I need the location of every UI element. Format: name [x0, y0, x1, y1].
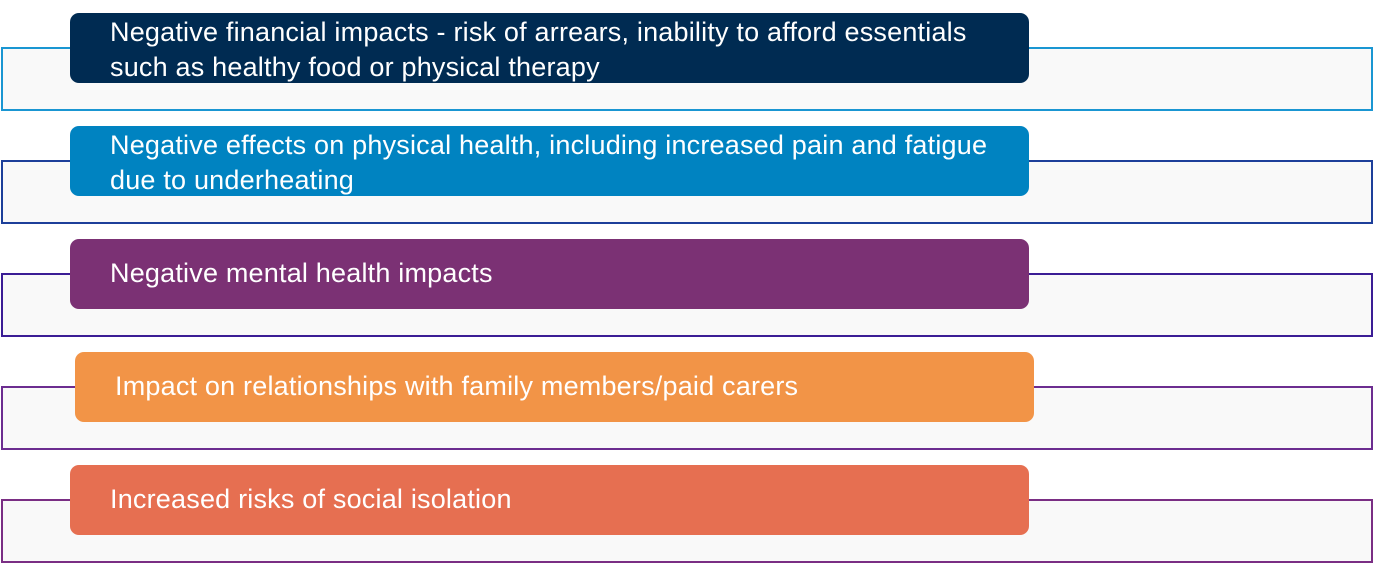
impact-item-social-isolation: Increased risks of social isolation: [0, 452, 1375, 565]
impact-item-text: Increased risks of social isolation: [110, 484, 512, 514]
impact-item-financial: Negative financial impacts - risk of arr…: [0, 0, 1375, 113]
impact-item-label-box: Negative mental health impacts: [70, 239, 1029, 309]
impact-item-text: Negative mental health impacts: [110, 258, 493, 288]
impact-item-text: Negative financial impacts - risk of arr…: [110, 17, 967, 82]
impact-item-text: Impact on relationships with family memb…: [115, 371, 799, 401]
impact-item-relationships: Impact on relationships with family memb…: [0, 339, 1375, 452]
impact-item-label-box: Impact on relationships with family memb…: [75, 352, 1034, 422]
impact-item-label-box: Increased risks of social isolation: [70, 465, 1029, 535]
impact-item-label-box: Negative effects on physical health, inc…: [70, 126, 1029, 196]
impact-item-label-box: Negative financial impacts - risk of arr…: [70, 13, 1029, 83]
impact-item-text: Negative effects on physical health, inc…: [110, 130, 988, 195]
impact-item-mental-health: Negative mental health impacts: [0, 226, 1375, 339]
impact-item-physical-health: Negative effects on physical health, inc…: [0, 113, 1375, 226]
